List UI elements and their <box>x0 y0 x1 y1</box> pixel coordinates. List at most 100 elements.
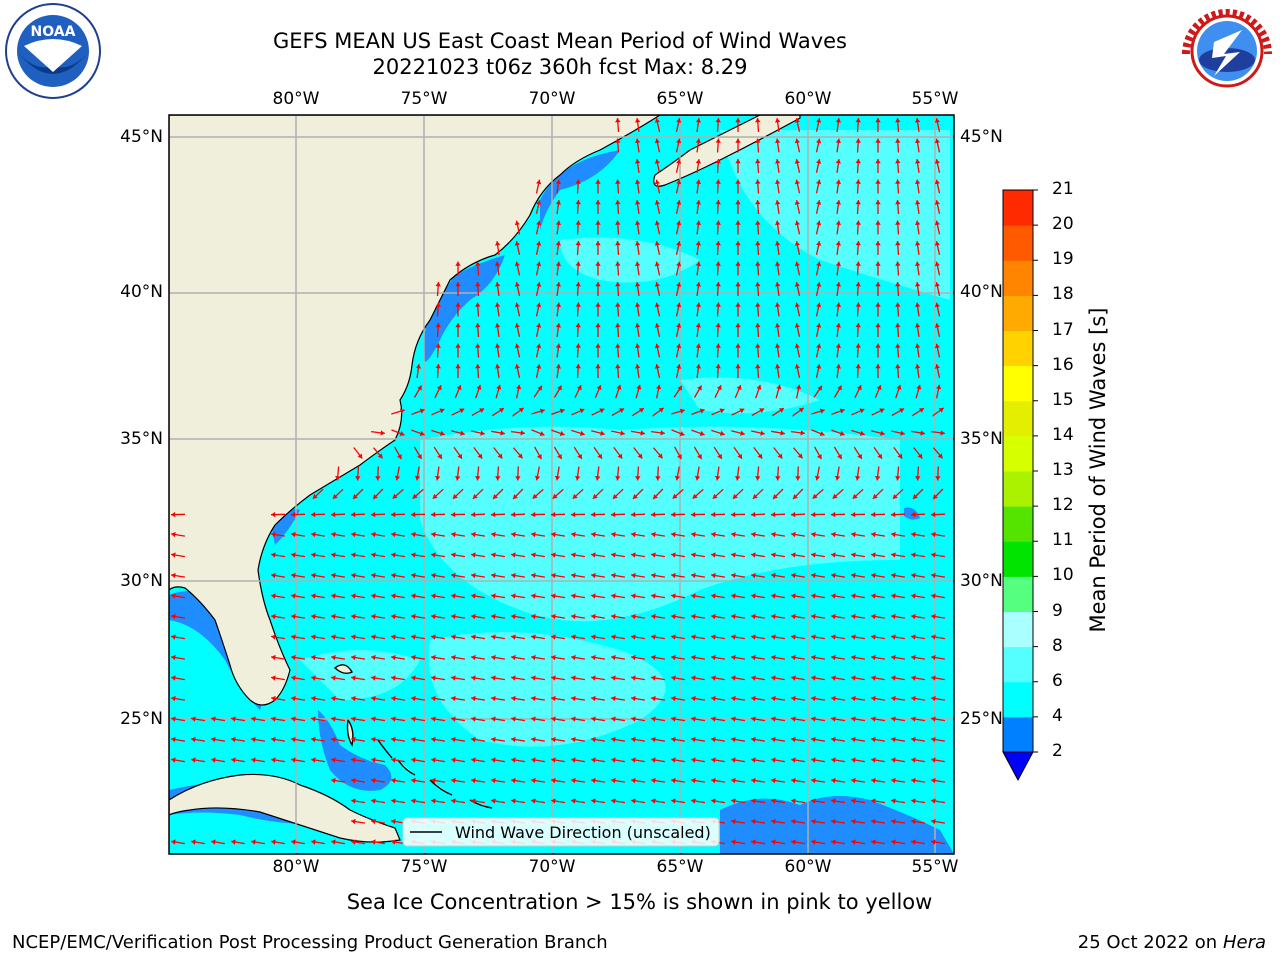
wave-direction-arrow <box>615 343 621 358</box>
wave-direction-arrow <box>615 466 621 481</box>
wave-direction-arrow <box>715 220 721 235</box>
wave-direction-arrow <box>230 716 246 722</box>
wave-direction-arrow <box>470 634 486 640</box>
colorbar-tick-label: 18 <box>1052 284 1074 305</box>
wave-direction-arrow <box>830 695 846 702</box>
wave-direction-arrow <box>570 531 586 538</box>
wave-direction-arrow <box>735 118 741 132</box>
wave-direction-arrow <box>410 572 426 579</box>
wave-direction-arrow <box>833 446 843 460</box>
wave-direction-arrow <box>895 158 901 174</box>
wave-direction-arrow <box>655 466 661 481</box>
wave-direction-arrow <box>615 179 621 194</box>
wave-direction-arrow <box>735 200 741 214</box>
wave-direction-arrow <box>693 385 703 398</box>
wave-direction-arrow <box>650 675 666 681</box>
wave-direction-arrow <box>930 839 946 845</box>
wave-direction-arrow <box>855 302 861 317</box>
wave-direction-arrow <box>930 695 946 702</box>
lat-tick-left: 45°N <box>120 127 163 147</box>
wave-direction-arrow <box>490 613 506 620</box>
wave-direction-arrow <box>895 322 901 338</box>
wave-direction-arrow <box>514 261 521 276</box>
wave-direction-arrow <box>735 364 741 378</box>
wave-direction-arrow <box>170 839 186 845</box>
colorbar-segment <box>1003 260 1033 296</box>
wave-direction-arrow <box>570 552 586 558</box>
wave-direction-arrow <box>715 343 721 358</box>
lat-tick-left: 40°N <box>120 282 163 302</box>
wave-direction-arrow <box>514 282 521 296</box>
wave-direction-arrow <box>650 695 666 702</box>
wave-direction-arrow <box>850 839 866 845</box>
wave-direction-arrow <box>794 323 801 337</box>
wave-direction-arrow <box>610 654 626 661</box>
wave-direction-arrow <box>455 343 461 358</box>
wave-direction-arrow <box>851 408 865 416</box>
wave-direction-arrow <box>350 695 366 702</box>
wave-direction-arrow <box>750 818 766 825</box>
wave-direction-arrow <box>550 695 566 702</box>
colorbar-tick-label: 14 <box>1052 424 1074 445</box>
wave-direction-arrow <box>835 159 841 173</box>
lon-tick-top: 75°W <box>400 89 448 109</box>
wave-direction-arrow <box>610 613 626 620</box>
colorbar <box>1002 189 1038 782</box>
wave-direction-arrow <box>390 634 406 640</box>
wave-direction-arrow <box>490 716 506 722</box>
wave-direction-arrow <box>170 695 186 702</box>
wave-direction-arrow <box>674 466 681 481</box>
wave-direction-arrow <box>590 695 606 702</box>
wave-direction-arrow <box>410 675 426 681</box>
wave-direction-arrow <box>794 364 801 378</box>
wave-direction-arrow <box>910 798 926 804</box>
wave-direction-arrow <box>715 179 721 194</box>
wave-direction-arrow <box>770 777 786 784</box>
wave-direction-arrow <box>895 117 901 133</box>
wave-direction-arrow <box>891 430 905 436</box>
wave-direction-arrow <box>850 572 866 579</box>
colorbar-extend-triangle <box>1002 751 1034 782</box>
wave-direction-arrow <box>555 261 561 276</box>
wave-direction-arrow <box>612 488 624 500</box>
wave-direction-arrow <box>735 323 741 337</box>
lon-tick-top: 65°W <box>656 89 704 109</box>
wave-direction-arrow <box>695 282 701 296</box>
wave-direction-arrow <box>490 531 506 538</box>
wave-direction-arrow <box>875 466 881 481</box>
wave-direction-arrow <box>870 798 886 804</box>
wave-direction-arrow <box>870 736 886 743</box>
wave-direction-arrow <box>490 777 506 784</box>
wave-direction-arrow <box>770 634 786 640</box>
wave-direction-arrow <box>770 511 786 518</box>
wave-direction-arrow <box>831 429 845 436</box>
wave-direction-arrow <box>895 281 901 297</box>
wave-direction-arrow <box>650 654 666 661</box>
wave-direction-arrow <box>390 798 406 804</box>
wave-direction-arrow <box>630 675 646 681</box>
colorbar-tick-label: 20 <box>1052 214 1074 235</box>
wave-direction-arrow <box>790 736 806 743</box>
wave-direction-arrow <box>170 634 186 640</box>
wave-direction-arrow <box>434 384 442 399</box>
wave-direction-arrow <box>670 531 686 538</box>
wave-direction-arrow <box>635 282 641 296</box>
wave-direction-arrow <box>650 552 666 558</box>
wave-direction-arrow <box>690 511 706 518</box>
wave-direction-arrow <box>650 757 666 763</box>
wave-direction-arrow <box>650 777 666 784</box>
wave-direction-arrow <box>590 777 606 784</box>
wave-direction-arrow <box>895 261 901 276</box>
wave-direction-arrow <box>635 302 641 317</box>
wave-direction-arrow <box>730 593 746 599</box>
wave-direction-arrow <box>470 593 486 599</box>
wave-direction-arrow <box>270 716 286 722</box>
wave-direction-arrow <box>710 777 726 784</box>
wave-direction-arrow <box>533 385 543 398</box>
nws-logo-icon <box>1180 4 1274 98</box>
sea-ice-note: Sea Ice Concentration > 15% is shown in … <box>346 890 933 914</box>
wave-direction-arrow <box>735 241 741 255</box>
wave-direction-arrow <box>490 695 506 702</box>
footer-date-text: 25 Oct 2022 on <box>1077 932 1218 953</box>
wave-direction-arrow <box>855 220 861 235</box>
